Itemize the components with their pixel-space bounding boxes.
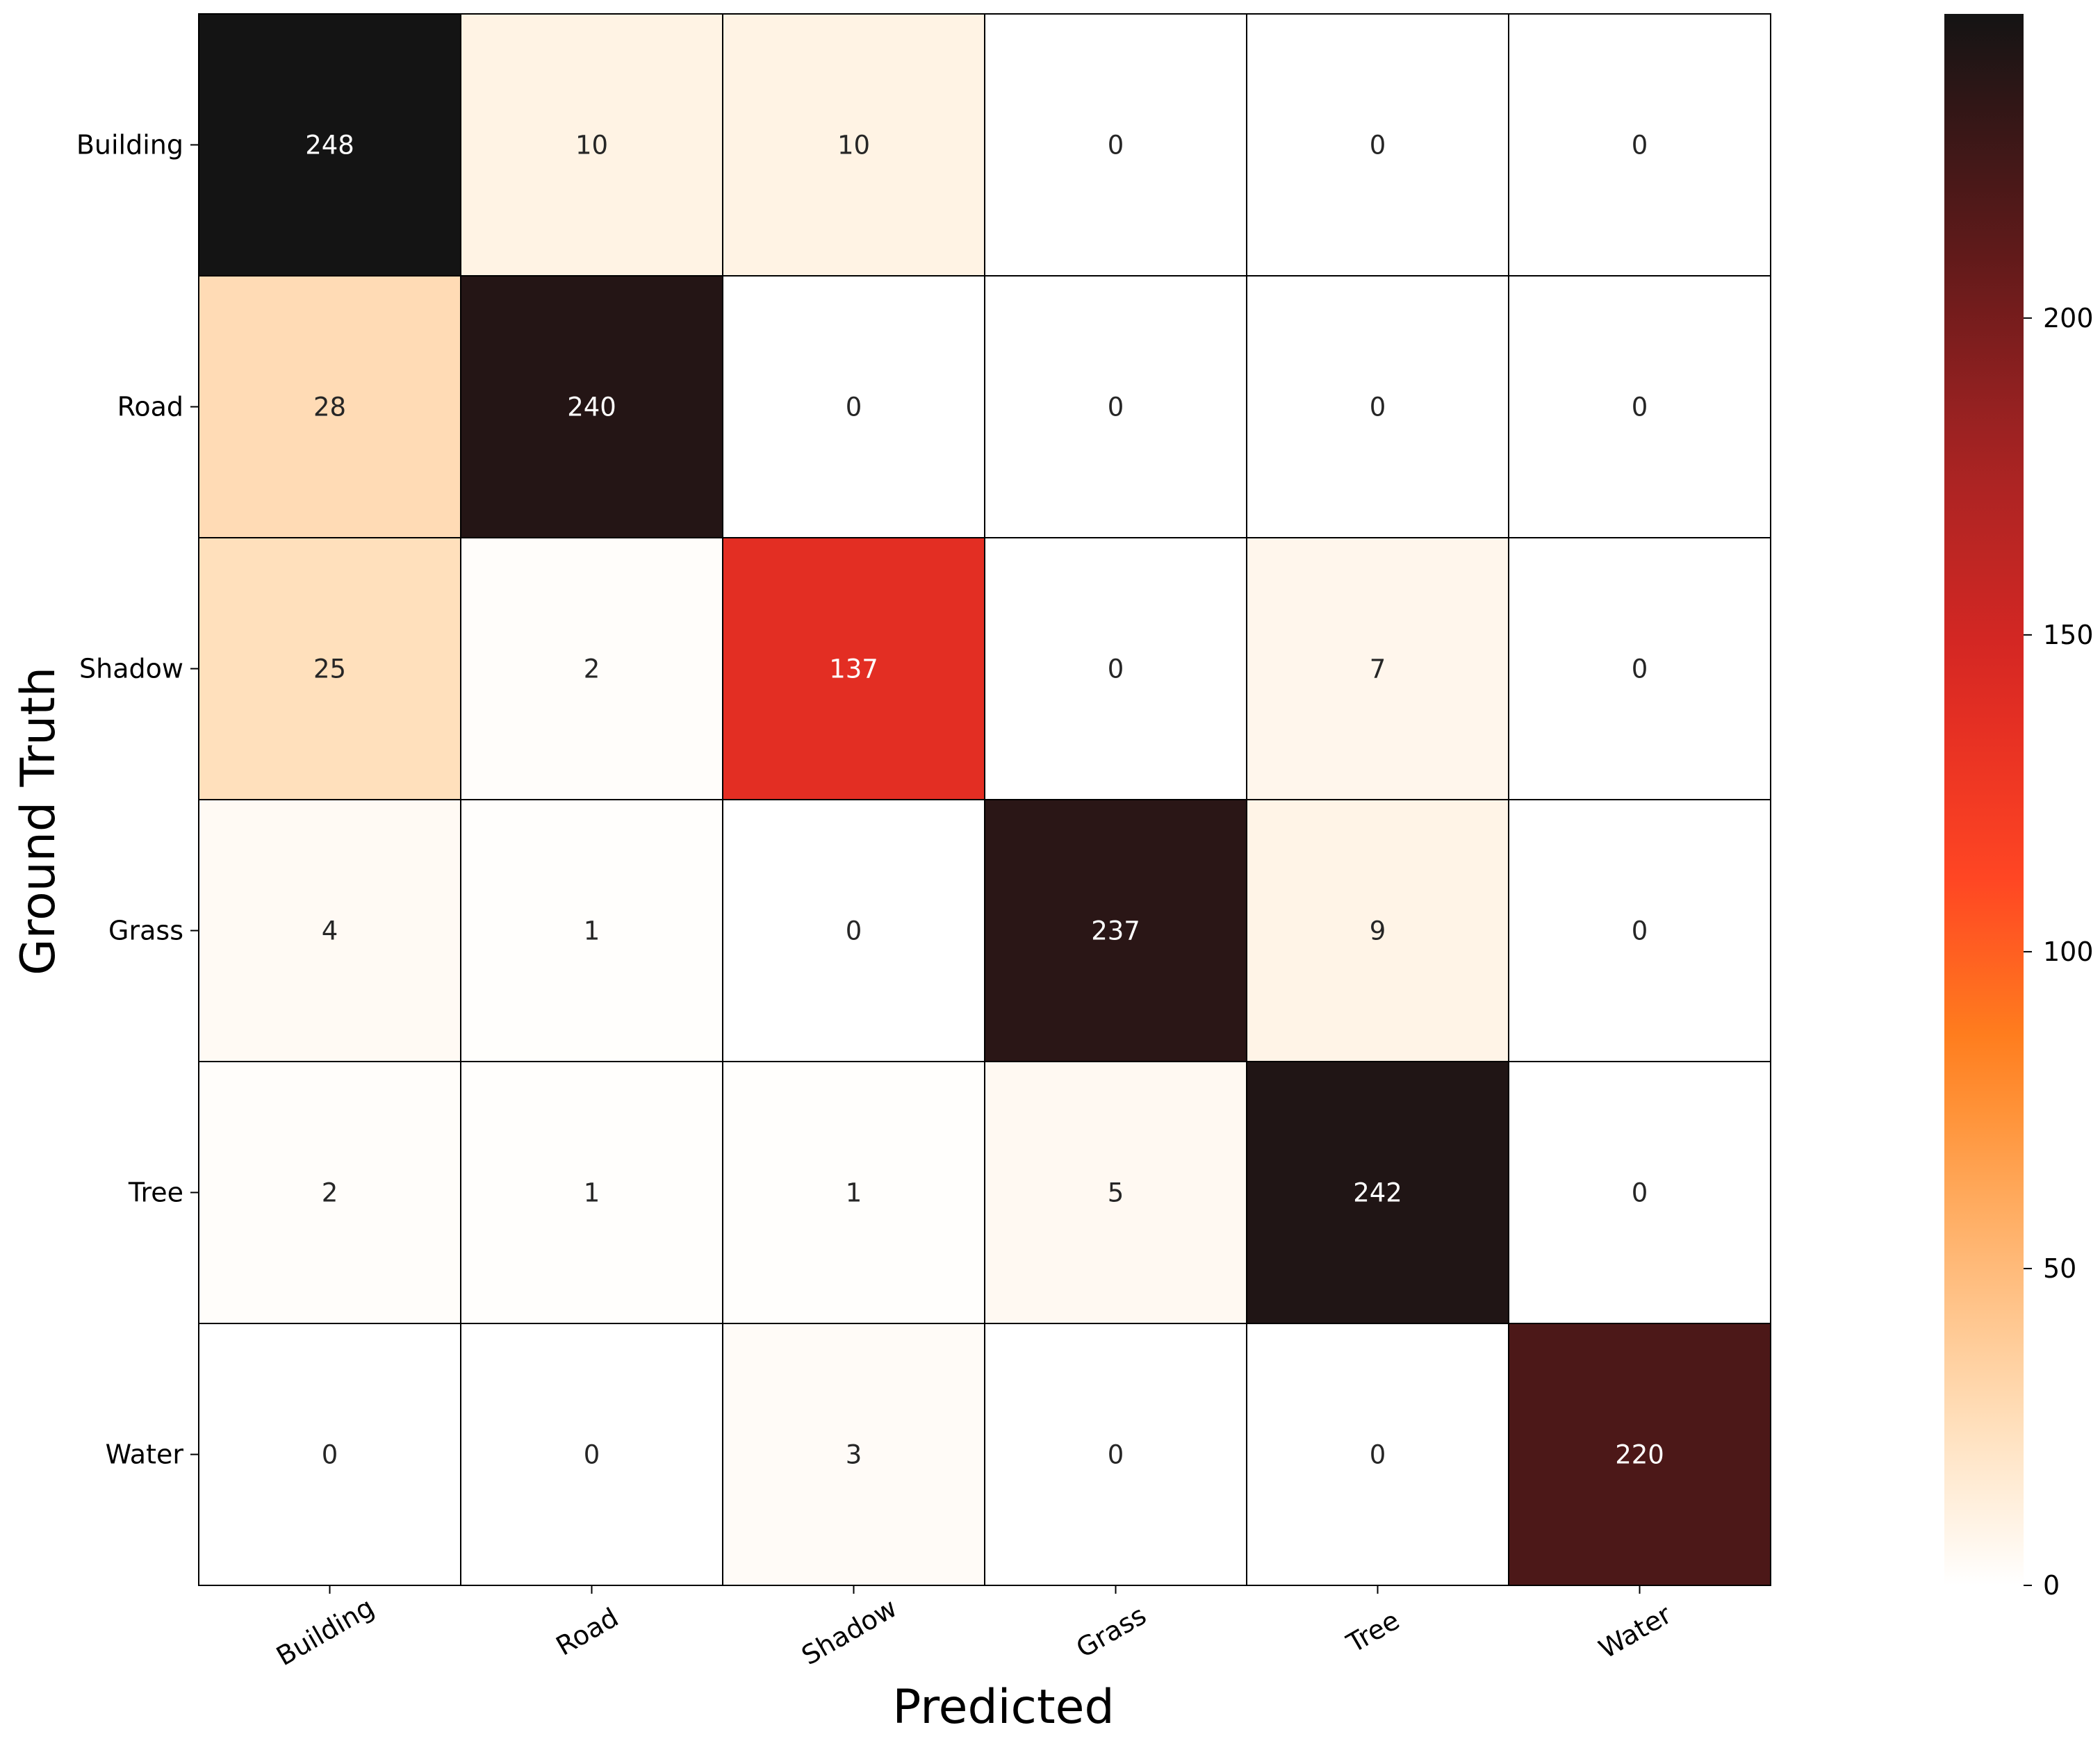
heatmap-cell-value: 237 (1091, 916, 1140, 946)
heatmap-cell (1246, 1061, 1509, 1324)
heatmap-cell-value: 7 (1370, 654, 1386, 684)
x-tick-label: Road (551, 1602, 624, 1662)
heatmap-cell-value: 0 (1108, 654, 1124, 684)
heatmap-cell-value: 1 (584, 1178, 600, 1208)
heatmap-cell-value: 1 (846, 1178, 862, 1208)
heatmap-cell-value: 4 (322, 916, 338, 946)
colorbar-body (1944, 14, 2024, 1585)
heatmap-cell (1508, 799, 1771, 1062)
x-tick-label: Water (1593, 1599, 1677, 1664)
x-tick-label: Building (271, 1592, 379, 1672)
heatmap-cell (984, 13, 1247, 277)
heatmap-cell-value: 240 (567, 393, 616, 422)
heatmap-cell-value: 0 (584, 1440, 600, 1470)
heatmap-cell-value: 137 (829, 654, 878, 684)
heatmap-cell-value: 242 (1353, 1178, 1402, 1208)
heatmap-cell (984, 799, 1247, 1062)
colorbar-tick-label: 150 (2043, 620, 2094, 650)
y-tick-label: Water (106, 1439, 184, 1470)
heatmap-cell (1508, 1323, 1771, 1586)
x-axis-ticks: Building Road Shadow Grass Tree Water (271, 1585, 1677, 1672)
heatmap-cell (198, 1323, 461, 1586)
heatmap-cell (1246, 1323, 1509, 1586)
heatmap-cell-value: 1 (584, 916, 600, 946)
colorbar: 0 50 100 150 200 (1944, 14, 2094, 1601)
heatmap-cell (198, 799, 461, 1062)
y-tick-label: Building (76, 130, 183, 160)
heatmap-cell-value: 0 (1632, 916, 1648, 946)
heatmap-cell-value: 28 (313, 393, 346, 422)
y-tick-label: Road (117, 392, 183, 422)
heatmap-cell-value: 9 (1370, 916, 1386, 946)
heatmap-cell-value: 2 (584, 654, 600, 684)
heatmap-cell (1508, 275, 1771, 538)
heatmap-cells (198, 13, 1771, 1586)
heatmap-cell (460, 13, 723, 277)
heatmap-cell (1508, 13, 1771, 277)
colorbar-tick-label: 50 (2043, 1253, 2076, 1284)
heatmap-cell (984, 1061, 1247, 1324)
y-axis-title: Ground Truth (11, 667, 66, 975)
heatmap-cell (460, 275, 723, 538)
x-tick-label: Tree (1341, 1605, 1404, 1659)
heatmap-cell (460, 537, 723, 800)
colorbar-tick-label: 0 (2043, 1570, 2060, 1601)
heatmap-cell-value: 248 (305, 131, 354, 160)
heatmap-cell (722, 537, 985, 800)
heatmap-cell-value: 10 (575, 131, 608, 160)
heatmap-cell-value: 0 (1108, 131, 1124, 160)
heatmap-cell (1246, 13, 1509, 277)
x-tick-label: Grass (1071, 1600, 1151, 1664)
heatmap-cell (1508, 537, 1771, 800)
heatmap-cell-value: 0 (1370, 1440, 1386, 1470)
heatmap-cell-value: 0 (846, 393, 862, 422)
heatmap-cell-value: 0 (1370, 393, 1386, 422)
heatmap-cell (198, 13, 461, 277)
y-axis-ticks: Building Road Shadow Grass Tree Water (76, 130, 199, 1470)
heatmap-cell (198, 275, 461, 538)
y-tick-label: Shadow (79, 654, 183, 684)
colorbar-tick-label: 200 (2043, 303, 2094, 333)
heatmap-cell (722, 13, 985, 277)
heatmap-cell-value: 0 (1632, 1178, 1648, 1208)
heatmap-cell (198, 1061, 461, 1324)
heatmap-cell-value: 10 (837, 131, 870, 160)
heatmap-cell-value: 0 (322, 1440, 338, 1470)
x-axis-title: Predicted (892, 1680, 1114, 1735)
heatmap-cell (722, 1061, 985, 1324)
heatmap-cell (1508, 1061, 1771, 1324)
heatmap-cell-value: 0 (1632, 131, 1648, 160)
heatmap-cell (198, 537, 461, 800)
heatmap-cell (722, 799, 985, 1062)
heatmap-cell-value: 0 (1108, 393, 1124, 422)
heatmap-cell (1246, 537, 1509, 800)
heatmap-cell-value: 0 (1370, 131, 1386, 160)
heatmap-cell-value: 0 (1108, 1440, 1124, 1470)
heatmap-cell-value: 0 (1632, 654, 1648, 684)
heatmap-cell-value: 0 (1632, 393, 1648, 422)
x-tick-label: Shadow (796, 1592, 902, 1671)
heatmap-cell (460, 799, 723, 1062)
heatmap-cell-value: 2 (322, 1178, 338, 1208)
heatmap-cell (984, 537, 1247, 800)
colorbar-tick-label: 100 (2043, 936, 2094, 967)
heatmap-cell-value: 5 (1108, 1178, 1124, 1208)
heatmap-cell (1246, 799, 1509, 1062)
y-tick-label: Grass (108, 916, 183, 946)
heatmap-cell (984, 275, 1247, 538)
heatmap-cell-value: 3 (846, 1440, 862, 1470)
heatmap-cell (460, 1061, 723, 1324)
heatmap-cell-labels: 248 10 10 0 0 028 240 0 0 0 025 2 137 0 7 04 1 0 237 9 02 1 1 5… (305, 131, 1664, 1470)
y-tick-label: Tree (128, 1178, 183, 1208)
heatmap-cell (984, 1323, 1247, 1586)
heatmap-cell-value: 25 (313, 654, 346, 684)
heatmap-cell-value: 220 (1615, 1440, 1664, 1470)
heatmap-cell-value: 0 (846, 916, 862, 946)
